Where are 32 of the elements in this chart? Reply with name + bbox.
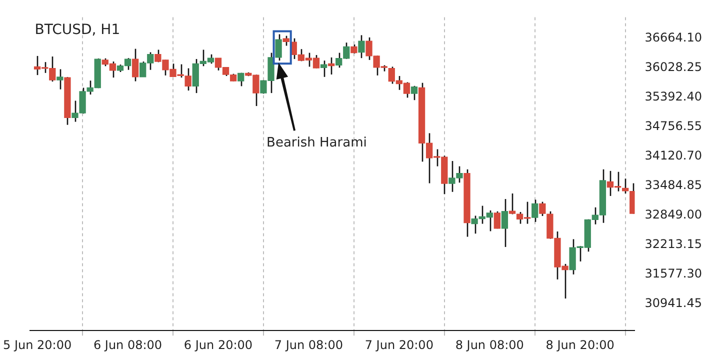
chart-title: BTCUSD, H1 (34, 22, 120, 38)
y-tick-label: 36028.25 (644, 60, 702, 74)
candlestick (238, 72, 244, 87)
x-tick-label: 8 Jun 20:00 (546, 338, 614, 352)
candlestick (320, 60, 328, 78)
candlestick (508, 192, 516, 215)
x-tick-label: 8 Jun 08:00 (455, 338, 524, 352)
candlestick (358, 34, 365, 59)
candlestick (132, 48, 139, 82)
candlestick (56, 68, 64, 90)
candlestick (532, 199, 538, 223)
y-tick-label: 35392.40 (644, 89, 702, 104)
candlestick (275, 34, 282, 62)
candlestick (501, 198, 508, 248)
candlestick (494, 210, 500, 230)
x-tick-label: 5 Jun 20:00 (2, 338, 72, 352)
y-tick-label: 36664.10 (644, 30, 702, 44)
y-tick-label: 34120.70 (644, 148, 702, 162)
x-tick-label: 7 Jun 20:00 (364, 338, 434, 352)
annotation: Bearish Harami (266, 136, 367, 151)
x-tick-label: 6 Jun 20:00 (184, 338, 253, 352)
x-tick-label: 7 Jun 08:00 (274, 338, 343, 352)
candlestick (539, 201, 546, 217)
y-tick-label: 34756.55 (644, 118, 702, 133)
y-tick-label: 32849.00 (644, 207, 702, 222)
x-tick-label: 6 Jun 08:00 (93, 338, 162, 352)
y-tick-label: 32213.15 (644, 236, 702, 251)
y-tick-label: 30941.45 (644, 296, 702, 310)
candlestick (282, 35, 290, 46)
candlestick (410, 85, 418, 101)
y-tick-label: 33484.85 (644, 178, 702, 192)
y-tick-label: 31577.30 (644, 266, 702, 280)
